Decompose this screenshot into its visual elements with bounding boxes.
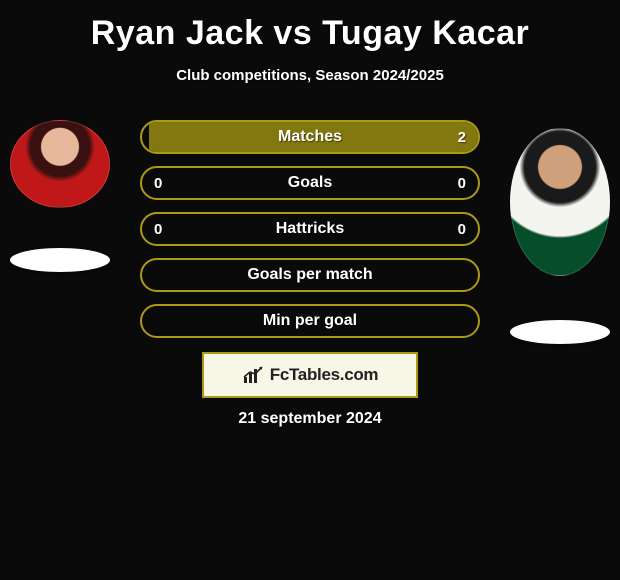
stat-row: Matches2 (140, 120, 480, 154)
stat-label: Min per goal (194, 312, 426, 330)
player-right-block (510, 128, 610, 344)
player-right-avatar (510, 128, 610, 276)
date-line: 21 september 2024 (0, 410, 620, 428)
stat-value-right: 0 (426, 221, 466, 238)
stat-label: Goals (194, 174, 426, 192)
stat-label: Matches (194, 128, 426, 146)
player-left-block (10, 120, 110, 272)
page-title: Ryan Jack vs Tugay Kacar (0, 0, 620, 53)
player-left-avatar (10, 120, 110, 208)
stat-row: 0Hattricks0 (140, 212, 480, 246)
player-left-shadow (10, 248, 110, 272)
stat-label: Goals per match (194, 266, 426, 284)
stat-value-right: 0 (426, 175, 466, 192)
stat-row: Min per goal (140, 304, 480, 338)
stat-value-left: 0 (154, 221, 194, 238)
chart-icon (242, 365, 266, 385)
stat-value-right: 2 (426, 129, 466, 146)
stat-row: 0Goals0 (140, 166, 480, 200)
player-right-shadow (510, 320, 610, 344)
stat-row: Goals per match (140, 258, 480, 292)
subtitle: Club competitions, Season 2024/2025 (0, 67, 620, 84)
brand-badge[interactable]: FcTables.com (202, 352, 418, 398)
brand-text: FcTables.com (270, 365, 379, 385)
stats-area: Matches20Goals00Hattricks0Goals per matc… (140, 120, 480, 350)
stat-value-left: 0 (154, 175, 194, 192)
stat-label: Hattricks (194, 220, 426, 238)
